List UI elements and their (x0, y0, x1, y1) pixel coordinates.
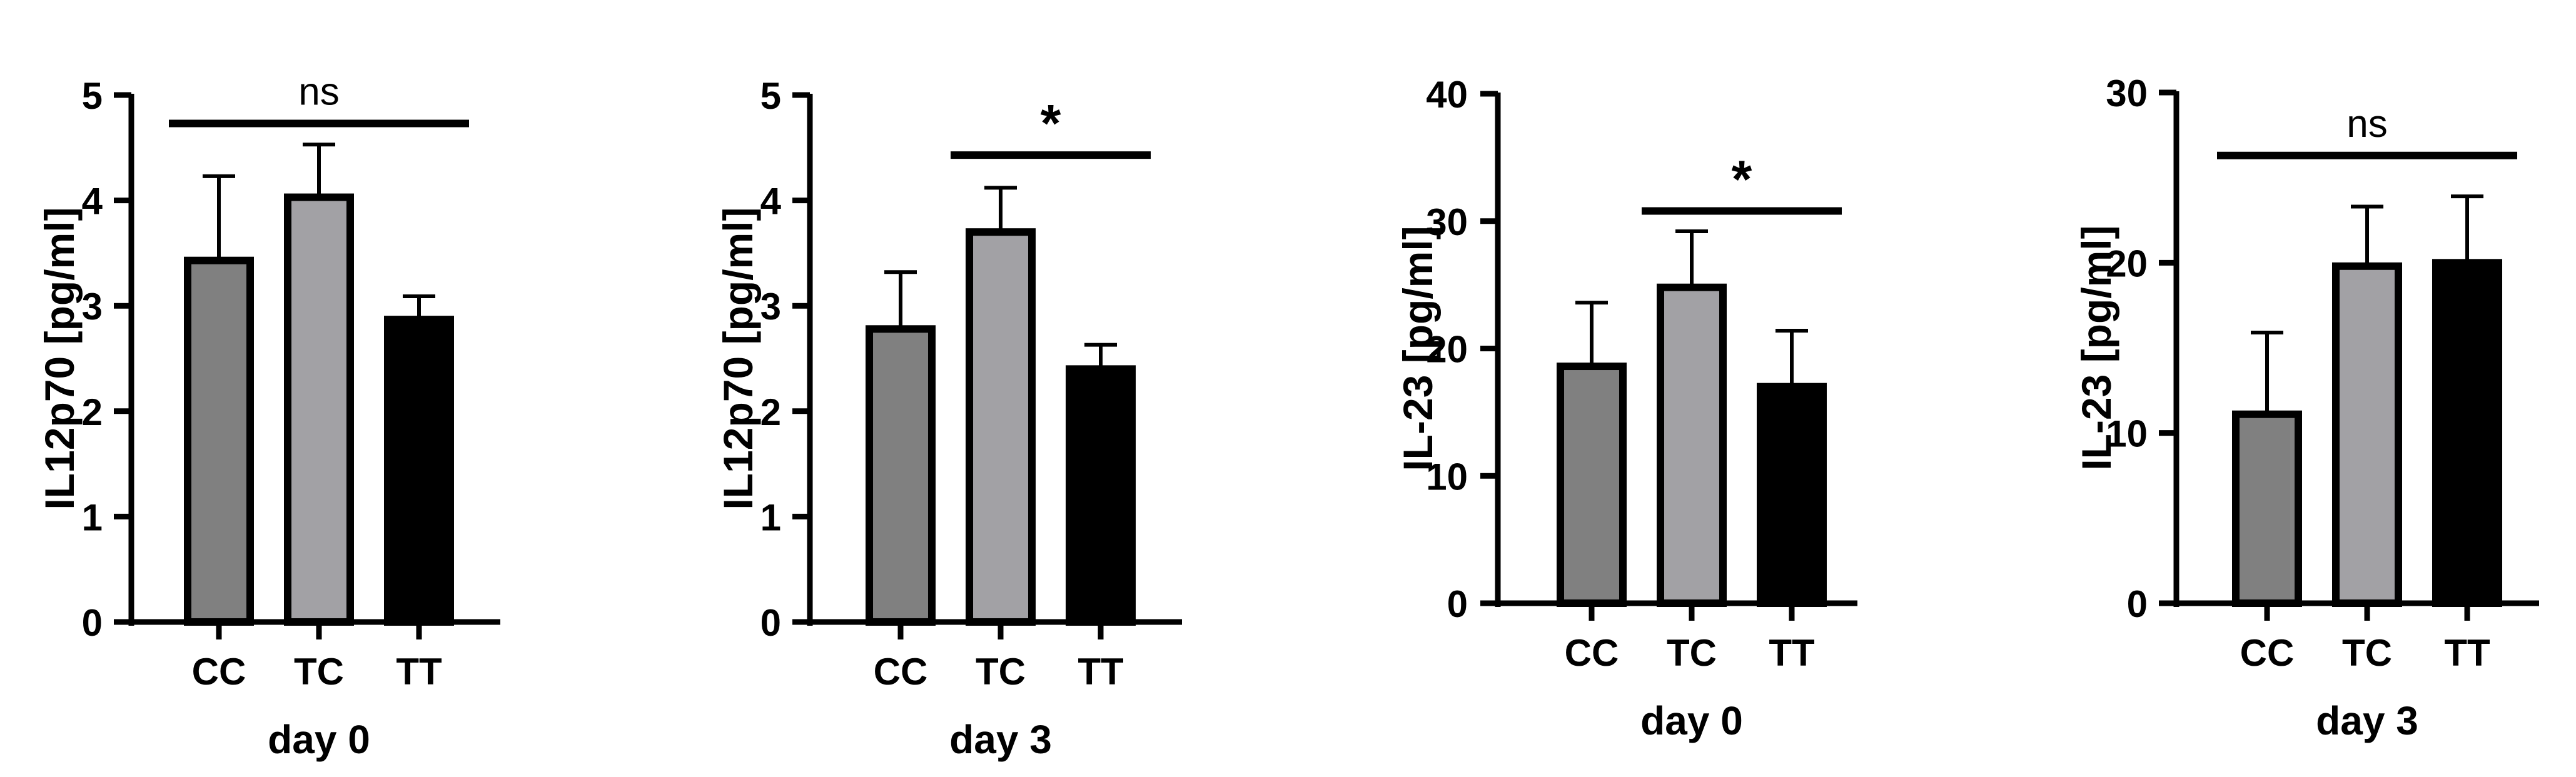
chart-panel-1: 0 1 2 3 4 5 CC TC TT day 0 IL12p70 [pg/ml] ns (36, 71, 500, 762)
bar-tt (1066, 365, 1136, 626)
bar-cc (2232, 410, 2302, 608)
chart-panel-4: 0 10 20 30 CC TC TT day 3 IL-23 [pg/ml] ns (2073, 73, 2539, 743)
y-tick-label: 5 (82, 75, 103, 117)
x-tick-label-tt: TT (1078, 651, 1123, 693)
bar-tc (1657, 283, 1727, 607)
significance-label: ns (2346, 103, 2387, 146)
y-tick-label: 0 (82, 602, 103, 644)
y-tick-label: 40 (1426, 74, 1468, 116)
chart-panel-2: 0 1 2 3 4 5 CC TC TT day 3 IL12p70 [pg/ml] * (715, 75, 1182, 762)
chart-panel-3: 0 10 20 30 40 CC TC TT day 0 IL-23 [pg/ml] * (1395, 74, 1857, 743)
x-tick-label-cc: CC (1565, 632, 1619, 674)
x-tick-label-cc: CC (2240, 632, 2295, 674)
y-tick-label: 20 (2106, 243, 2148, 284)
bar-cc (1557, 363, 1627, 608)
x-axis-label: day 3 (949, 717, 1052, 762)
bar-tt (384, 316, 454, 626)
x-axis-label: day 3 (2316, 698, 2418, 743)
x-tick-label-tc: TC (2342, 632, 2392, 674)
y-tick-label: 0 (2127, 583, 2148, 625)
y-axis-label: IL12p70 [pg/ml] (36, 207, 83, 509)
y-tick-label: 3 (82, 286, 103, 328)
y-tick-label: 10 (1426, 456, 1468, 498)
x-axis-label: day 0 (268, 717, 370, 762)
significance-label: ns (298, 71, 339, 114)
y-tick-label: 20 (1426, 329, 1468, 371)
y-tick-label: 3 (760, 286, 781, 328)
x-tick-label-cc: CC (874, 651, 928, 693)
significance-label: * (1732, 149, 1752, 208)
y-tick-label: 10 (2106, 413, 2148, 455)
y-tick-label: 30 (1426, 201, 1468, 243)
x-tick-label-tt: TT (2444, 632, 2490, 674)
y-axis-label: IL-23 [pg/ml] (1395, 226, 1441, 471)
y-tick-label: 0 (760, 602, 781, 644)
x-tick-label-tc: TC (976, 651, 1026, 693)
significance-label: * (1041, 94, 1061, 153)
y-tick-label: 5 (760, 75, 781, 117)
y-tick-label: 1 (760, 496, 781, 538)
x-tick-label-cc: CC (192, 651, 246, 693)
bar-cc (866, 325, 936, 626)
y-axis-label: IL-23 [pg/ml] (2073, 225, 2119, 470)
bar-tt (2432, 259, 2502, 608)
x-tick-label-tt: TT (1769, 632, 1814, 674)
x-tick-label-tc: TC (1667, 632, 1717, 674)
y-tick-label: 4 (82, 181, 103, 223)
x-tick-label-tc: TC (294, 651, 344, 693)
y-tick-label: 2 (82, 391, 103, 433)
y-tick-label: 2 (760, 391, 781, 433)
x-axis-label: day 0 (1640, 698, 1743, 743)
bar-tc (2332, 262, 2402, 607)
y-tick-label: 30 (2106, 73, 2148, 114)
y-tick-label: 0 (1447, 583, 1468, 625)
bar-cc (184, 256, 254, 626)
y-tick-label: 1 (82, 496, 103, 538)
x-tick-label-tt: TT (396, 651, 442, 693)
y-axis-label: IL12p70 [pg/ml] (715, 207, 761, 509)
bar-tt (1757, 383, 1827, 607)
bar-tc (284, 193, 354, 626)
bar-tc (966, 228, 1036, 626)
y-tick-label: 4 (760, 181, 782, 223)
